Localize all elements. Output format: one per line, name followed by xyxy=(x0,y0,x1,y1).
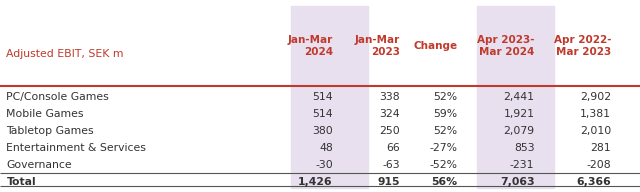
Text: 1,426: 1,426 xyxy=(298,177,333,187)
Text: 7,063: 7,063 xyxy=(500,177,534,187)
Text: -231: -231 xyxy=(510,160,534,170)
Text: PC/Console Games: PC/Console Games xyxy=(6,92,109,102)
Text: 915: 915 xyxy=(378,177,400,187)
Text: 2,010: 2,010 xyxy=(580,126,611,136)
Text: 250: 250 xyxy=(380,126,400,136)
Text: Apr 2022-
Mar 2023: Apr 2022- Mar 2023 xyxy=(554,35,611,57)
Text: 59%: 59% xyxy=(433,109,458,119)
Text: 324: 324 xyxy=(380,109,400,119)
Text: Adjusted EBIT, SEK m: Adjusted EBIT, SEK m xyxy=(6,49,124,59)
Text: 514: 514 xyxy=(312,109,333,119)
Text: 1,921: 1,921 xyxy=(504,109,534,119)
Text: Mobile Games: Mobile Games xyxy=(6,109,84,119)
Text: Entertainment & Services: Entertainment & Services xyxy=(6,143,147,153)
Text: 6,366: 6,366 xyxy=(577,177,611,187)
Text: Jan-Mar
2023: Jan-Mar 2023 xyxy=(355,35,400,57)
Text: -52%: -52% xyxy=(429,160,458,170)
Text: 48: 48 xyxy=(319,143,333,153)
Text: 380: 380 xyxy=(312,126,333,136)
Text: 2,441: 2,441 xyxy=(504,92,534,102)
Text: 2,079: 2,079 xyxy=(503,126,534,136)
Text: -30: -30 xyxy=(315,160,333,170)
Text: -208: -208 xyxy=(587,160,611,170)
Bar xyxy=(477,6,554,188)
Text: Jan-Mar
2024: Jan-Mar 2024 xyxy=(287,35,333,57)
Text: Governance: Governance xyxy=(6,160,72,170)
Text: 52%: 52% xyxy=(433,126,458,136)
Text: Tabletop Games: Tabletop Games xyxy=(6,126,94,136)
Text: -63: -63 xyxy=(382,160,400,170)
Text: 338: 338 xyxy=(380,92,400,102)
Text: 2,902: 2,902 xyxy=(580,92,611,102)
Text: 514: 514 xyxy=(312,92,333,102)
Text: Total: Total xyxy=(6,177,36,187)
Text: 281: 281 xyxy=(591,143,611,153)
Text: Change: Change xyxy=(413,41,458,51)
Text: Apr 2023-
Mar 2024: Apr 2023- Mar 2024 xyxy=(477,35,534,57)
Text: 1,381: 1,381 xyxy=(580,109,611,119)
Bar xyxy=(291,6,368,188)
Text: -27%: -27% xyxy=(429,143,458,153)
Text: 66: 66 xyxy=(387,143,400,153)
Text: 56%: 56% xyxy=(431,177,458,187)
Text: 52%: 52% xyxy=(433,92,458,102)
Text: 853: 853 xyxy=(514,143,534,153)
